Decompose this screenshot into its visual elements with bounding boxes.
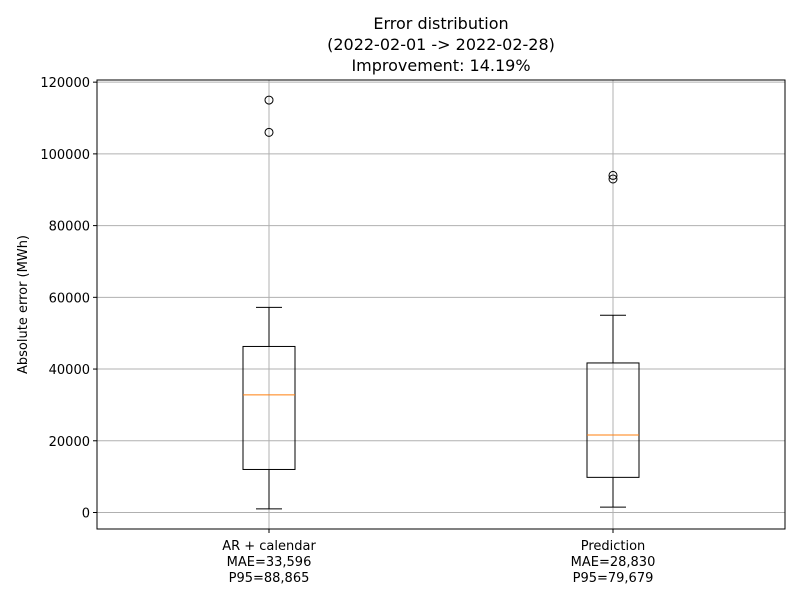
outlier-point — [608, 170, 618, 180]
y-tick-label: 120000 — [40, 76, 90, 91]
y-tick-label: 20000 — [49, 435, 90, 450]
y-tick-label: 40000 — [49, 363, 90, 378]
box-0 — [242, 95, 296, 510]
x-tick-label: AR + calendar — [222, 539, 316, 554]
chart-title-line: Error distribution — [373, 14, 508, 33]
outlier-point — [264, 127, 274, 137]
x-tick-label: Prediction — [581, 539, 646, 554]
chart-title-line: Improvement: 14.19% — [351, 56, 530, 75]
box-1 — [586, 170, 640, 508]
grid-lines — [97, 80, 785, 529]
y-tick-label: 60000 — [49, 291, 90, 306]
outlier-point — [608, 174, 618, 184]
x-tick-label: P95=79,679 — [573, 571, 654, 586]
y-tick-label: 0 — [82, 507, 90, 522]
y-axis-ticks: 0 20000 40000 60000 80000 100000 120000 — [40, 76, 97, 522]
boxes — [242, 95, 640, 510]
x-tick-label: MAE=33,596 — [227, 555, 312, 570]
iqr-box — [586, 362, 640, 478]
iqr-box — [242, 345, 296, 470]
y-tick-label: 100000 — [40, 148, 90, 163]
outlier-point — [264, 95, 274, 105]
y-axis-label: Absolute error (MWh) — [16, 235, 31, 374]
x-tick-label: P95=88,865 — [229, 571, 310, 586]
x-tick-label: MAE=28,830 — [571, 555, 656, 570]
plot-frame — [96, 79, 786, 530]
chart-title-line: (2022-02-01 -> 2022-02-28) — [327, 35, 555, 54]
chart-title: Error distribution (2022-02-01 -> 2022-02… — [327, 14, 555, 75]
y-tick-label: 80000 — [49, 220, 90, 235]
